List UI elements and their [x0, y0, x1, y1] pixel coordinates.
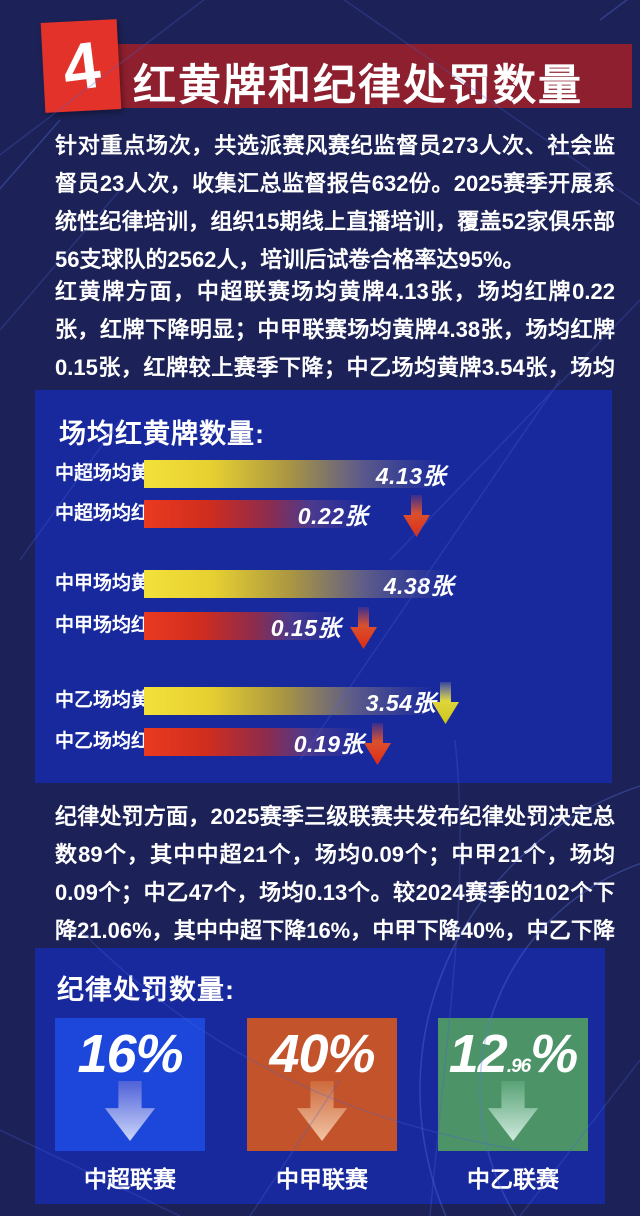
paragraph-supervision: 针对重点场次，共选派赛风赛纪监督员273人次、社会监督员23人次，收集汇总监督报…	[55, 133, 615, 272]
bar-label: 中甲场均红牌	[55, 615, 170, 636]
bar-row-cl1-yellow: 中甲场均黄牌 4.38张	[35, 570, 612, 599]
bar-value: 4.38张	[383, 573, 454, 599]
page-title: 红黄牌和纪律处罚数量	[133, 62, 583, 110]
red-bar: 0.22张	[144, 500, 376, 529]
down-arrow-icon	[296, 1081, 348, 1141]
percent-sign: %	[327, 1024, 376, 1084]
percent-value: 16%	[55, 1027, 205, 1081]
percent-sign: %	[530, 1024, 578, 1084]
card-label-league-one: 中甲联赛	[276, 1166, 368, 1192]
card-label-league-two: 中乙联赛	[467, 1166, 559, 1192]
penalty-panel-title: 纪律处罚数量:	[57, 975, 235, 1005]
percent-main: 16	[77, 1024, 136, 1084]
cards-chart-title: 场均红黄牌数量:	[59, 419, 265, 449]
bar-value: 0.22张	[297, 503, 368, 529]
yellow-bar: 3.54张	[144, 687, 444, 716]
bar-value: 0.19张	[293, 731, 364, 757]
percent-value: 40%	[247, 1027, 397, 1081]
bar-row-csl-red: 中超场均红牌 0.22张	[35, 495, 612, 537]
bar-track: 0.19张	[144, 723, 604, 765]
red-bar: 0.15张	[144, 612, 349, 641]
bar-label: 中乙场均黄牌	[55, 690, 170, 711]
bar-label: 中超场均黄牌	[55, 463, 170, 484]
down-arrow-icon	[432, 682, 459, 724]
down-arrow-icon	[104, 1081, 156, 1141]
penalty-panel: 纪律处罚数量: 16% 40% 12.96% 中超联赛 中甲联赛 中乙联赛	[35, 948, 605, 1204]
header-banner	[57, 44, 632, 108]
bar-value: 0.15张	[270, 615, 341, 641]
cards-chart-panel: 场均红黄牌数量: 中超场均黄牌 4.13张 中超场均红牌 0.22张 中甲场均黄…	[35, 390, 612, 783]
bar-track: 4.38张	[144, 570, 604, 599]
down-arrow-icon	[487, 1081, 539, 1141]
bar-row-csl-yellow: 中超场均黄牌 4.13张	[35, 460, 612, 489]
bar-track: 0.22张	[144, 495, 604, 537]
bar-track: 0.15张	[144, 607, 604, 649]
bar-label: 中乙场均红牌	[55, 731, 170, 752]
percent-small: .96	[506, 1056, 531, 1077]
yellow-bar: 4.38张	[144, 570, 462, 599]
bar-row-cl1-red: 中甲场均红牌 0.15张	[35, 607, 612, 649]
bar-track: 4.13张	[144, 460, 604, 489]
bar-value: 3.54张	[365, 690, 436, 716]
bar-value: 4.13张	[375, 463, 446, 489]
red-bar: 0.19张	[144, 728, 372, 757]
penalty-card-csl: 16%	[55, 1018, 205, 1151]
bar-label: 中超场均红牌	[55, 503, 170, 524]
percent-sign: %	[135, 1024, 184, 1084]
yellow-bar: 4.13张	[144, 460, 454, 489]
percent-main: 40	[269, 1024, 328, 1084]
down-arrow-icon	[350, 607, 377, 649]
percent-value: 12.96%	[438, 1027, 588, 1081]
header-number-badge: 4	[40, 19, 122, 113]
penalty-card-league-two: 12.96%	[438, 1018, 588, 1151]
bar-row-cl2-red: 中乙场均红牌 0.19张	[35, 723, 612, 765]
down-arrow-icon	[364, 723, 391, 765]
bar-row-cl2-yellow: 中乙场均黄牌 3.54张	[35, 682, 612, 724]
down-arrow-icon	[403, 495, 430, 537]
percent-main: 12	[448, 1024, 508, 1084]
bar-label: 中甲场均黄牌	[55, 573, 170, 594]
header-number: 4	[58, 27, 104, 105]
bar-track: 3.54张	[144, 682, 604, 724]
penalty-card-league-one: 40%	[247, 1018, 397, 1151]
card-label-csl: 中超联赛	[84, 1166, 176, 1192]
